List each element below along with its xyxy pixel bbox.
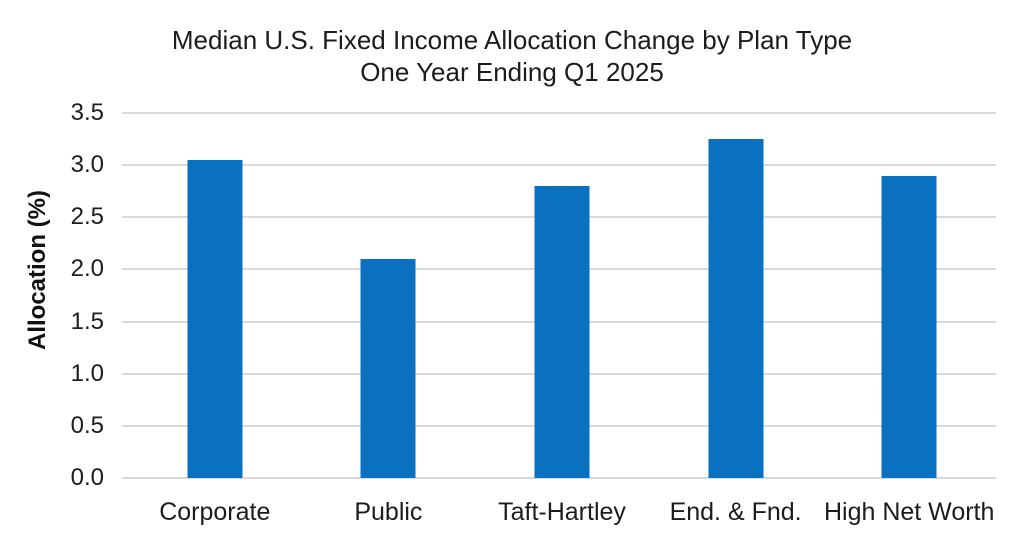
plot-area xyxy=(122,112,996,479)
bar-corporate xyxy=(187,159,243,478)
bar-taft-hartley xyxy=(534,186,590,478)
y-tick-label: 1.0 xyxy=(70,359,104,387)
chart-title-line1: Median U.S. Fixed Income Allocation Chan… xyxy=(171,25,853,55)
x-category-label: High Net Worth xyxy=(823,498,995,526)
x-category-label: End. & Fnd. xyxy=(669,498,802,526)
y-tick-label: 1.5 xyxy=(70,307,104,335)
y-tick-label: 3.0 xyxy=(70,151,104,179)
y-tick-label: 2.5 xyxy=(70,203,104,231)
x-category-label: Corporate xyxy=(159,498,271,526)
x-category-label: Taft-Hartley xyxy=(498,498,626,526)
y-tick-label: 0.5 xyxy=(70,411,104,439)
chart-title-line2: One Year Ending Q1 2025 xyxy=(360,57,664,87)
x-axis-category-labels: Corporate Public Taft-Hartley End. & Fnd. Hi… xyxy=(128,498,996,530)
bar-high-net-worth xyxy=(881,175,937,478)
y-tick-label: 0.0 xyxy=(70,464,104,491)
y-axis-tick-labels: 3.5 3.0 2.5 2.0 1.5 1.0 0.5 0.0 xyxy=(0,101,104,490)
gridline xyxy=(122,477,996,479)
bar-public xyxy=(360,259,416,478)
x-category-label: Public xyxy=(354,498,423,526)
y-tick-label: 2.0 xyxy=(70,255,104,283)
bar-end-fnd xyxy=(708,139,764,478)
y-tick-label: 3.5 xyxy=(70,99,104,126)
gridline xyxy=(122,112,996,114)
gridline xyxy=(122,164,996,167)
